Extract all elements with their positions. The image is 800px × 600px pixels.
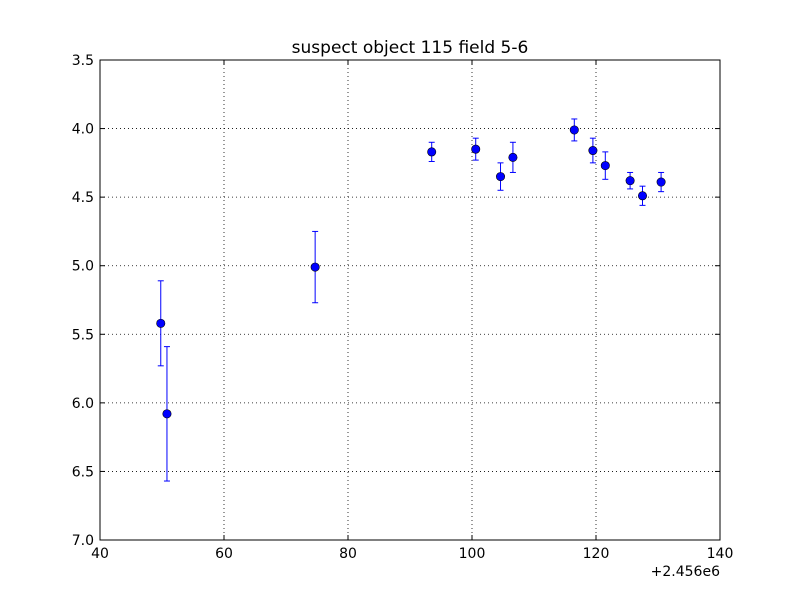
y-tick-label: 7.0 xyxy=(72,533,94,549)
x-offset-label: +2.456e6 xyxy=(651,564,720,580)
x-tick-label: 100 xyxy=(459,546,486,562)
data-points xyxy=(156,125,666,419)
y-tick-label: 4.5 xyxy=(72,190,94,206)
x-tick-label: 120 xyxy=(583,546,610,562)
y-tick-label: 3.5 xyxy=(72,53,94,69)
y-tick-label: 5.5 xyxy=(72,327,94,343)
x-tick-label: 140 xyxy=(707,546,734,562)
data-point xyxy=(508,152,518,162)
x-tick-labels: 40 60 80 100 120 140 xyxy=(91,546,733,562)
data-point xyxy=(656,177,666,187)
x-tick-label: 40 xyxy=(91,546,109,562)
plot-frame xyxy=(99,59,721,541)
ticks xyxy=(99,59,721,541)
y-tick-label: 6.0 xyxy=(72,396,94,412)
data-point xyxy=(156,318,166,328)
data-point xyxy=(310,262,320,272)
x-tick-label: 60 xyxy=(215,546,233,562)
data-point xyxy=(625,176,635,186)
y-tick-label: 6.5 xyxy=(72,464,94,480)
data-point xyxy=(427,147,437,157)
data-point xyxy=(600,161,610,171)
y-tick-labels: 3.5 4.0 4.5 5.0 5.5 6.0 6.5 7.0 xyxy=(72,53,94,549)
data-point xyxy=(471,144,481,154)
grid xyxy=(100,60,720,540)
data-point xyxy=(637,191,647,201)
chart-title: suspect object 115 field 5-6 xyxy=(292,38,529,58)
y-tick-label: 5.0 xyxy=(72,259,94,275)
data-point xyxy=(588,146,598,156)
data-point xyxy=(496,172,506,182)
data-point xyxy=(162,409,172,419)
x-tick-label: 80 xyxy=(339,546,357,562)
data-point xyxy=(569,125,579,135)
y-tick-label: 4.0 xyxy=(72,122,94,138)
